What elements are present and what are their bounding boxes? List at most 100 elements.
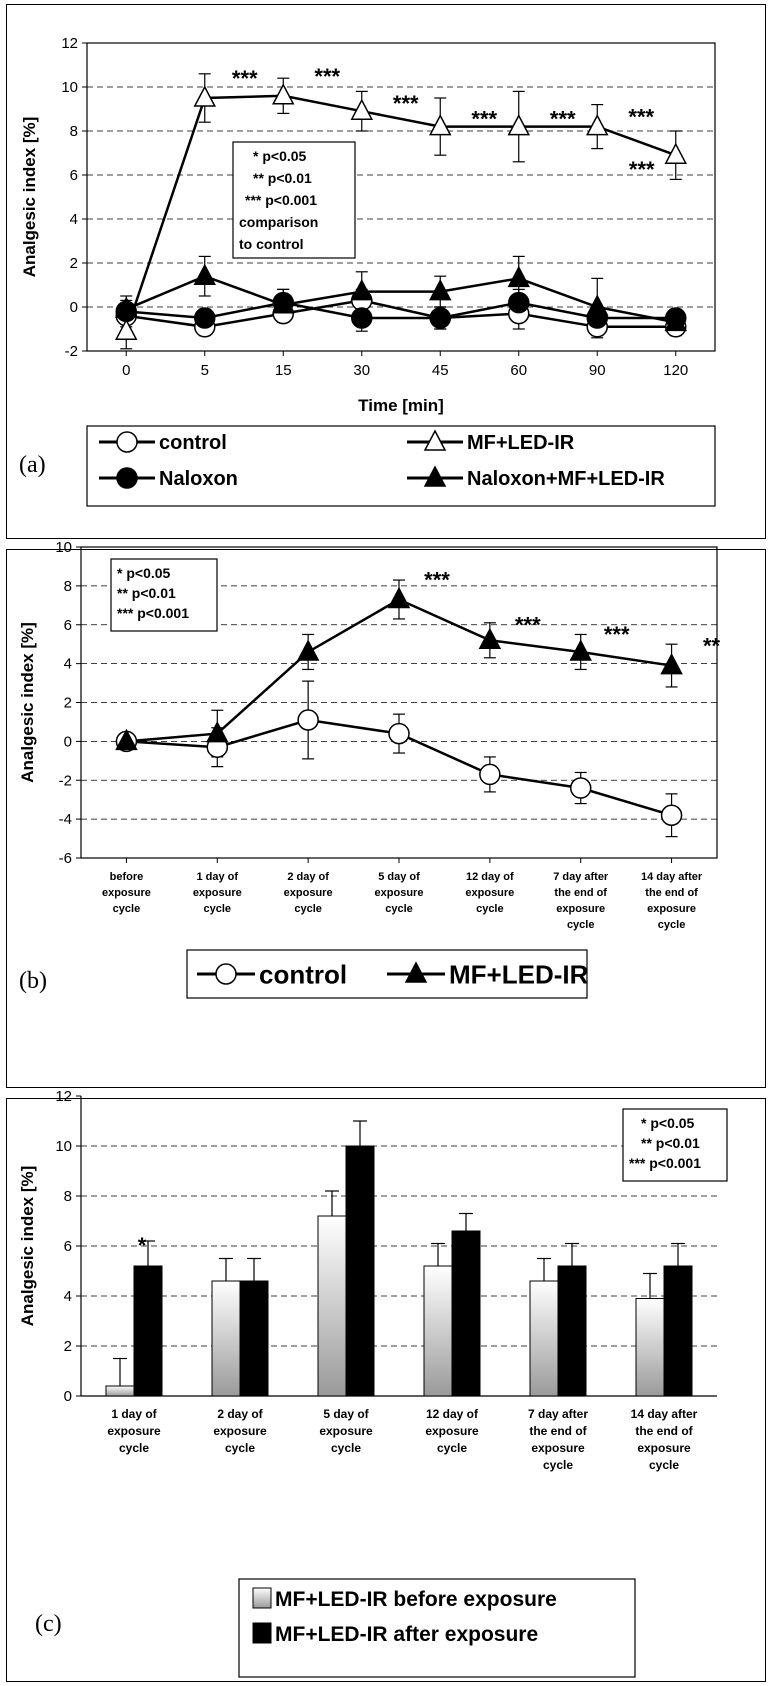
a-legend-naloxon-label: Naloxon: [159, 468, 238, 490]
a-panel-letter: (a): [19, 452, 46, 478]
c-ytick-label-3: 6: [64, 1238, 72, 1255]
c-series-0-bar-2: [317, 1215, 347, 1397]
c-legend-before-label: MF+LED-IR before exposure: [275, 1588, 557, 1611]
a-significance-line-3: comparison: [239, 214, 318, 230]
a-significance-box: [232, 141, 356, 259]
c-xtick-label-0-0: 1 day of: [111, 1407, 157, 1421]
a-legend-mf-led-ir-label: MF+LED-IR: [467, 432, 575, 454]
b-xtick-label-6-1: the end of: [645, 887, 698, 899]
b-series-1-point-4: [478, 627, 502, 650]
b-series-0-point-5: [569, 777, 592, 799]
b-xtick-label-4-0: 12 day of: [466, 871, 514, 883]
chart-c-svg: 0 2 4 6 8 10 12 1 day of exposure cycle 2 day of ex…: [18, 1088, 728, 1678]
b-ytick-label-8: 10: [55, 539, 72, 556]
a-legend-naloxon-mf-led-ir-marker: [423, 465, 447, 487]
a-xtick-label-1: 5: [201, 362, 209, 379]
b-xtick-label-6-2: exposure: [647, 903, 696, 915]
c-ytick-label-0: 0: [64, 1388, 72, 1405]
a-series-1-point-0: [115, 318, 138, 340]
a-series-2-point-4: [429, 307, 451, 329]
b-xtick-label-4-1: exposure: [465, 887, 514, 899]
c-xtick-label-0-2: cycle: [119, 1441, 149, 1455]
c-series-1-bar-5: [663, 1265, 693, 1397]
c-xtick-label-3-1: exposure: [425, 1424, 479, 1438]
b-series-0-point-4: [479, 763, 501, 786]
c-xtick-label-5-2: exposure: [637, 1441, 691, 1455]
a-xtick-label-5: 60: [510, 362, 527, 379]
a-legend-naloxon-mf-led-ir-label: Naloxon+MF+LED-IR: [467, 468, 665, 490]
b-xtick-label-5-0: 7 day after: [553, 871, 609, 883]
b-series-1-point-2: [296, 639, 320, 661]
c-xtick-label-5-3: cycle: [649, 1458, 679, 1472]
b-ytick-label-2: -2: [59, 772, 72, 789]
a-series-1-line: [125, 94, 677, 332]
b-series-1-point-6: [660, 652, 683, 675]
c-xtick-label-4-1: the end of: [529, 1424, 587, 1438]
b-panel-letter: (b): [19, 968, 47, 994]
a-series-2-point-3: [351, 307, 373, 329]
a-xtick-label-2: 15: [275, 362, 292, 379]
chart-panel-b: -6 -4 -2 0 2 4 6 8 10 before exposure cycle 1 day of…: [6, 539, 766, 1088]
a-ytick-label-7: 12: [61, 35, 78, 52]
b-legend-mf-led-ir-marker: [404, 961, 428, 983]
a-series-2-point-5: [508, 291, 530, 314]
chart-panel-c: 0 2 4 6 8 10 12 1 day of exposure cycle 2 day of ex…: [6, 1088, 766, 1682]
a-legend-box: [86, 425, 716, 507]
c-series-1-bar-3: [451, 1230, 481, 1397]
c-series-1-bar-0: [133, 1265, 163, 1397]
b-significance-line-1: ** p<0.01: [117, 585, 176, 601]
b-ytick-label-0: -6: [59, 850, 72, 867]
a-series-3-point-7: [664, 309, 687, 332]
b-xtick-label-3-2: cycle: [385, 903, 413, 915]
b-significance-box: [110, 558, 218, 632]
c-ytick-label-4: 8: [64, 1188, 72, 1205]
a-series-1-point-6: [586, 113, 609, 136]
c-series-0-bar-4: [529, 1280, 559, 1397]
c-significance-line-1: ** p<0.01: [641, 1135, 700, 1151]
c-ylabel: Analgesic index [%]: [18, 1166, 37, 1327]
b-series-0-point-6: [660, 804, 683, 826]
c-series-0-bar-5: [635, 1298, 665, 1397]
a-xtick-label-3: 30: [353, 362, 370, 379]
a-series-0-line: [126, 299, 676, 329]
c-series-1-bar-4: [557, 1265, 587, 1397]
b-xtick-label-3-0: 5 day of: [378, 871, 420, 883]
b-legend-mf-led-ir-label: MF+LED-IR: [449, 959, 589, 989]
c-series-1-bar-1: [239, 1280, 269, 1397]
a-series-3-point-5: [507, 265, 530, 288]
c-xtick-label-5-1: the end of: [635, 1424, 693, 1438]
b-ylabel: Analgesic index [%]: [18, 622, 37, 783]
c-xtick-label-2-2: cycle: [331, 1441, 361, 1455]
c-ytick-label-5: 10: [55, 1138, 72, 1155]
c-series-0-bar-0: [105, 1385, 135, 1397]
c-xtick-label-3-2: cycle: [437, 1441, 467, 1455]
a-annotation-0: ***: [232, 66, 258, 91]
b-xtick-label-2-0: 2 day of: [287, 871, 329, 883]
a-series-3-point-2: [272, 292, 295, 314]
a-significance-line-2: *** p<0.001: [245, 192, 317, 208]
b-xtick-label-2-1: exposure: [284, 887, 333, 899]
c-xtick-label-1-2: cycle: [225, 1441, 255, 1455]
b-series-1-point-1: [206, 720, 229, 743]
b-ytick-label-5: 4: [64, 656, 72, 673]
b-annotation-3: **: [703, 634, 721, 659]
c-significance-box: [622, 1108, 728, 1182]
b-xtick-label-0-1: exposure: [102, 887, 151, 899]
b-xtick-label-5-1: the end of: [554, 887, 607, 899]
a-series-3-point-6: [586, 294, 609, 316]
c-panel-letter: (c): [35, 1611, 62, 1637]
a-series-3-point-1: [193, 263, 216, 285]
a-annotation-4: ***: [550, 107, 576, 132]
b-xtick-label-2-2: cycle: [294, 903, 322, 915]
c-xtick-label-2-0: 5 day of: [323, 1407, 369, 1421]
a-series-1-point-4: [429, 113, 452, 136]
a-series-1-point-1: [193, 85, 216, 107]
a-ytick-label-5: 8: [70, 123, 78, 140]
c-xtick-label-0-1: exposure: [107, 1424, 161, 1438]
c-series-0-bar-3: [423, 1265, 453, 1397]
a-series-1-point-3: [350, 98, 373, 120]
a-legend-control-marker: [116, 431, 138, 453]
b-annotation-0: ***: [424, 567, 450, 592]
a-legend-control-label: control: [159, 432, 227, 454]
b-series-0-point-2: [297, 709, 319, 731]
